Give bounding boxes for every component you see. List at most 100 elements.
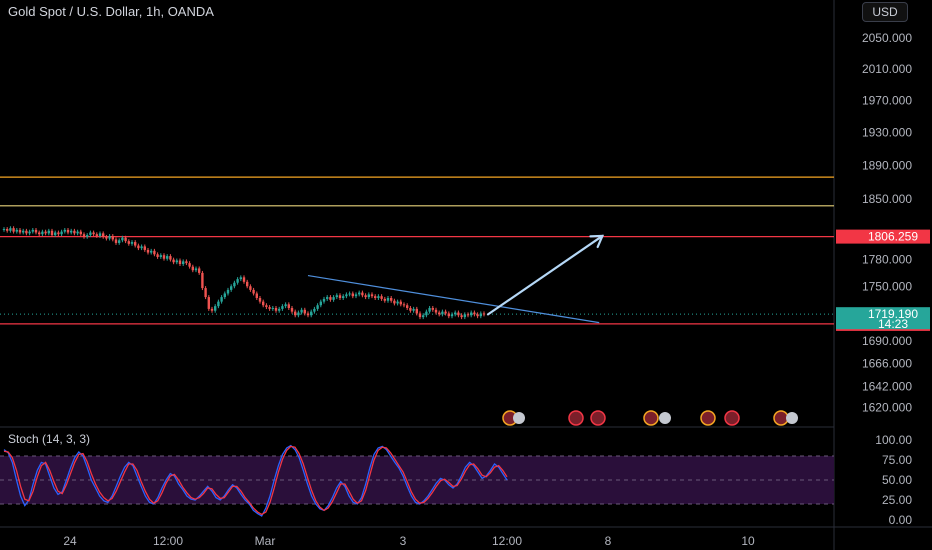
candle-body	[466, 314, 470, 316]
candle	[38, 230, 41, 237]
candle	[332, 295, 335, 302]
trendline-group[interactable]	[307, 234, 605, 324]
event-flag-icon[interactable]	[502, 410, 525, 426]
candle-body	[374, 296, 377, 298]
candle-body	[188, 263, 191, 267]
candle	[15, 227, 18, 234]
candle	[374, 294, 377, 300]
candle-body	[422, 315, 425, 318]
candle-body	[278, 308, 281, 311]
price-axis[interactable]: 2050.000 2010.000 1970.000 1930.000 1890.000…	[862, 31, 912, 415]
stoch-title[interactable]: Stoch (14, 3, 3)	[8, 432, 91, 446]
candle	[226, 287, 230, 296]
candle	[338, 293, 342, 300]
price-tick-label: 1890.000	[862, 158, 912, 172]
candle-body	[441, 311, 444, 315]
candle	[162, 253, 166, 261]
candle-body	[210, 308, 214, 311]
candle-body	[300, 309, 303, 313]
candle-body	[335, 295, 338, 298]
candle	[194, 266, 198, 273]
candle-body	[463, 314, 466, 318]
candle	[159, 253, 162, 259]
candle	[239, 275, 242, 282]
candle-body	[454, 312, 457, 315]
candle-body	[418, 313, 422, 318]
candle	[406, 303, 409, 310]
candle	[76, 229, 79, 236]
candle-body	[460, 315, 463, 318]
candle-body	[255, 293, 258, 298]
event-flag-icon[interactable]	[773, 410, 798, 426]
candle-body	[316, 305, 319, 309]
candle-body	[89, 232, 92, 236]
candle-body	[303, 309, 306, 314]
candle	[210, 306, 214, 313]
candle-body	[354, 294, 358, 297]
candle	[335, 293, 338, 300]
candle-body	[457, 312, 460, 316]
candle-body	[479, 313, 482, 317]
candle-body	[239, 277, 242, 280]
candle	[409, 305, 412, 313]
candle	[153, 248, 156, 257]
candle	[265, 303, 268, 310]
candle-body	[268, 307, 271, 309]
candle	[25, 228, 28, 236]
candle	[351, 291, 354, 299]
time-axis[interactable]: 24 12:00 Mar 3 12:00 8 10	[63, 534, 755, 548]
candle	[252, 287, 255, 296]
candle	[121, 235, 124, 243]
candle	[89, 230, 92, 238]
event-flag-icon[interactable]	[643, 410, 671, 426]
currency-button[interactable]: USD	[862, 2, 908, 22]
candle-body	[73, 230, 76, 234]
candle-body	[319, 301, 322, 306]
candle-body	[172, 259, 175, 263]
candle-body	[476, 314, 479, 317]
candle	[95, 232, 98, 238]
candle-body	[2, 229, 6, 231]
candle	[306, 311, 310, 318]
candle-body	[329, 297, 332, 300]
stoch-band	[0, 455, 834, 505]
candle	[137, 243, 140, 251]
candle	[98, 231, 102, 238]
candle-body	[425, 311, 428, 316]
event-markers[interactable]	[502, 410, 798, 426]
candle	[441, 309, 444, 317]
candle-body	[34, 229, 38, 233]
candle	[12, 226, 15, 234]
event-flag-icon[interactable]	[700, 410, 740, 426]
candle-body	[262, 301, 265, 306]
symbol-title[interactable]: Gold Spot / U.S. Dollar, 1h, OANDA	[8, 4, 214, 19]
candle-body	[137, 245, 140, 249]
candle-body	[428, 307, 431, 312]
candle-body	[204, 288, 207, 298]
candle	[255, 291, 258, 300]
event-flag-icon[interactable]	[568, 410, 606, 426]
candle	[396, 299, 399, 306]
candle	[345, 292, 348, 299]
candle-body	[342, 296, 345, 298]
candle	[130, 240, 134, 246]
candle	[434, 307, 438, 315]
price-tick-label: 1750.000	[862, 279, 912, 293]
stoch-tick-label: 75.00	[882, 453, 912, 467]
candle-body	[290, 307, 294, 312]
candle	[297, 310, 300, 318]
candle	[143, 244, 146, 252]
candle-body	[326, 297, 329, 299]
candle	[233, 280, 236, 289]
candle-body	[399, 301, 402, 305]
candle	[220, 295, 223, 304]
candle	[460, 313, 463, 320]
candle	[178, 258, 182, 266]
stoch-series-line	[3, 444, 508, 517]
candle	[182, 259, 185, 266]
candle-body	[380, 296, 383, 299]
candle-body	[431, 307, 434, 310]
candle-body	[175, 260, 178, 263]
candle-body	[47, 230, 50, 234]
